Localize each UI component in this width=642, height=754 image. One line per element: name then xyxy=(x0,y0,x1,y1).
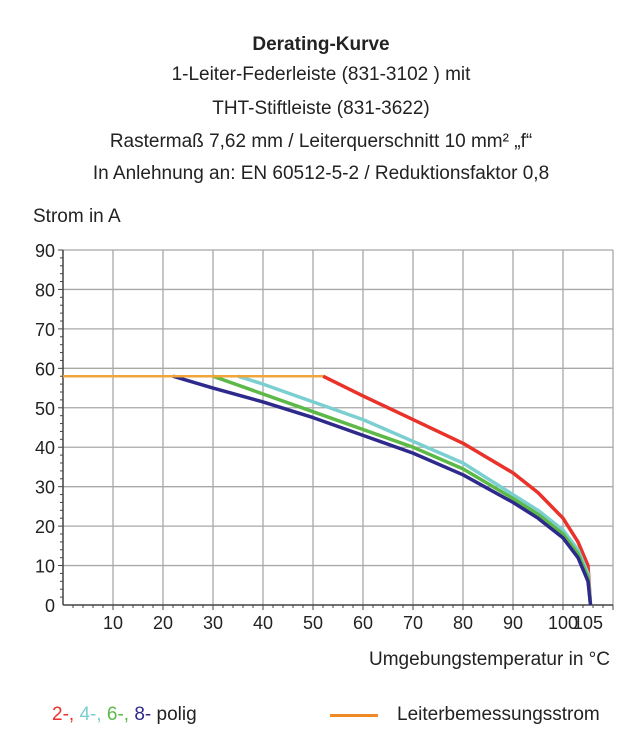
legend-poles-suffix: polig xyxy=(151,704,197,725)
x-tick-label: 50 xyxy=(303,613,323,633)
y-tick-label: 10 xyxy=(35,557,55,577)
y-tick-label: 30 xyxy=(35,478,55,498)
y-tick-label: 50 xyxy=(35,399,55,419)
x-tick-label: 80 xyxy=(453,613,473,633)
y-tick-label: 0 xyxy=(45,596,55,616)
series-line-2-polig xyxy=(322,374,593,606)
y-tick-label: 90 xyxy=(35,241,55,261)
series-line-8-polig xyxy=(172,374,593,606)
legend-line-swatch xyxy=(330,714,378,717)
y-tick-label: 20 xyxy=(35,517,55,537)
x-tick-label: 40 xyxy=(253,613,273,633)
x-tick-label: 90 xyxy=(503,613,523,633)
x-tick-label: 70 xyxy=(403,613,423,633)
x-tick-label: 105 xyxy=(573,613,603,633)
legend-line-label: Leiterbemessungsstrom xyxy=(397,704,600,725)
y-tick-label: 60 xyxy=(35,359,55,379)
y-tick-label: 40 xyxy=(35,438,55,458)
y-tick-label: 80 xyxy=(35,280,55,300)
legend-pole-3: 8- xyxy=(134,704,152,725)
chart-title: Derating-Kurve xyxy=(252,34,390,55)
y-tick-label: 70 xyxy=(35,320,55,340)
legend-pole-1: 4-, xyxy=(79,704,107,725)
subtitle-line-4: In Anlehnung an: EN 60512-5-2 / Reduktio… xyxy=(92,163,550,184)
legend-pole-2: 6-, xyxy=(106,704,135,725)
x-tick-label: 100 xyxy=(548,613,578,633)
legend-pole-0: 2-, xyxy=(52,704,80,725)
x-tick-label: 30 xyxy=(203,613,223,633)
subtitle-line-3: Rastermaß 7,62 mm / Leiterquerschnitt 10… xyxy=(109,131,533,152)
subtitle-line-1: 1-Leiter-Federleiste (831-3102 ) mit xyxy=(171,64,471,85)
y-axis-label: Strom in A xyxy=(33,206,121,227)
subtitle-line-2: THT-Stiftleiste (831-3622) xyxy=(212,98,430,119)
x-tick-label: 10 xyxy=(103,613,123,633)
x-tick-label: 60 xyxy=(353,613,373,633)
legend-poles: 2-, 4-, 6-, 8- polig xyxy=(52,704,197,726)
x-axis-label: Umgebungstemperatur in °C xyxy=(369,649,610,670)
x-tick-label: 20 xyxy=(153,613,173,633)
